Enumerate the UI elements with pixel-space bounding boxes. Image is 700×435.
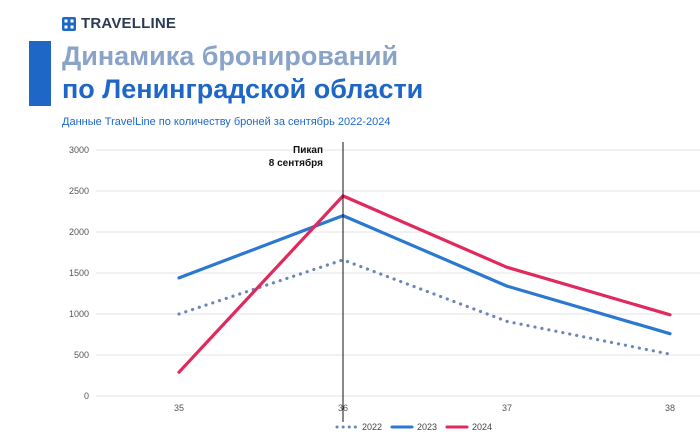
- chart-title-line-2: по Ленинградской области: [62, 74, 424, 104]
- brand-name: TRAVELLINE: [81, 15, 177, 32]
- chart-subtitle: Данные TravelLine по количеству броней з…: [62, 116, 391, 128]
- series-line-2024: [177, 194, 672, 374]
- y-tick-label: 2500: [69, 186, 89, 196]
- legend-label-2023: 2023: [417, 422, 437, 432]
- grid-layer: [96, 149, 700, 397]
- brand: TRAVELLINE: [62, 15, 176, 32]
- y-tick-label: 2000: [69, 227, 89, 237]
- annotation-label: 8 сентября: [269, 157, 323, 169]
- chart-title-line-1: Динамика бронирований: [62, 41, 399, 71]
- chart-title: Динамика бронирований по Ленинградской о…: [62, 40, 423, 106]
- y-tick-label: 500: [74, 350, 89, 360]
- series-line-2023: [177, 214, 672, 336]
- legend-layer: 2022 2023 2024: [335, 422, 492, 432]
- y-tick-label: 0: [84, 391, 89, 401]
- series-layer: [177, 194, 672, 374]
- annotation-label: Пикап: [293, 145, 323, 156]
- y-tick-label: 1000: [69, 309, 89, 319]
- grid-logo-icon: [62, 16, 76, 31]
- accent-bar: [29, 41, 51, 106]
- legend-label-2024: 2024: [472, 422, 492, 432]
- series-line-2022: [177, 258, 672, 356]
- x-tick-label: 35: [174, 403, 184, 413]
- y-tick-label: 3000: [69, 145, 89, 155]
- x-tick-label: 37: [502, 403, 512, 413]
- y-tick-label: 1500: [69, 268, 89, 278]
- x-tick-label: 38: [665, 403, 675, 413]
- legend-label-2022: 2022: [362, 422, 382, 432]
